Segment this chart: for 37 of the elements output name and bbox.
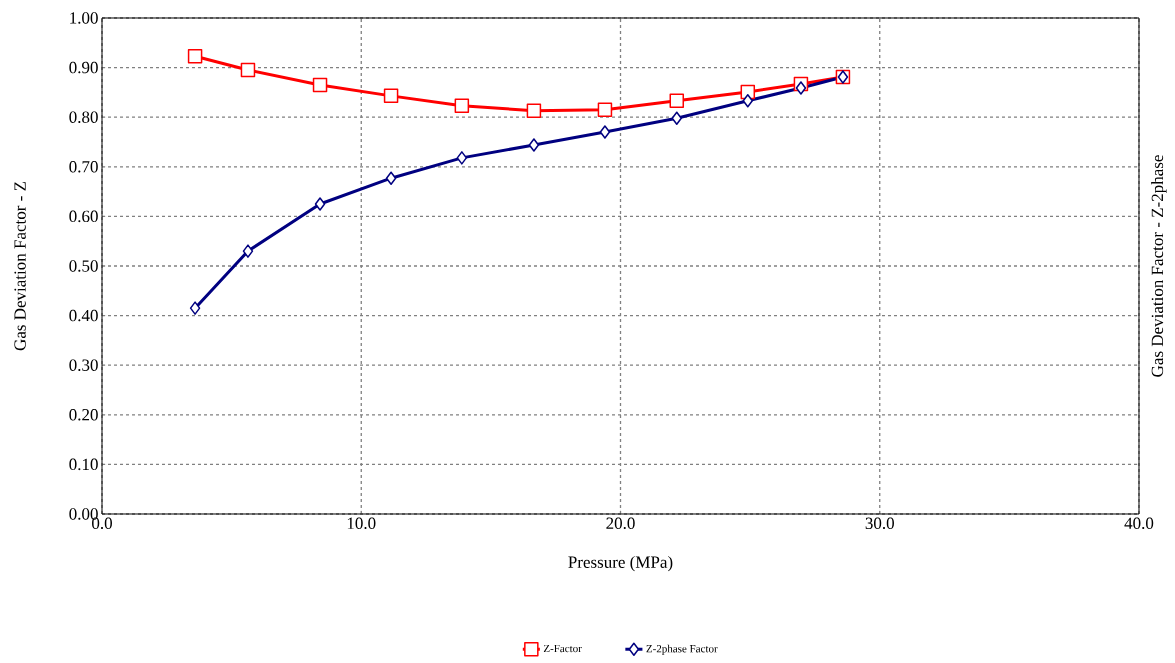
legend-label: Z-Factor <box>543 644 582 653</box>
x-tick-label: 40.0 <box>1124 517 1154 530</box>
legend-label: Z-2phase Factor <box>646 644 718 655</box>
y-axis-title: Gas Deviation Factor - Z <box>14 181 26 351</box>
y-tick-label: 0.10 <box>69 458 98 471</box>
y-tick-label: 0.30 <box>69 359 98 371</box>
point <box>385 171 397 185</box>
point <box>187 48 203 64</box>
x-tick-label: 10.0 <box>347 517 376 530</box>
y-tick-label: 0.50 <box>69 260 98 272</box>
point <box>383 88 399 104</box>
x-tick-label: 30.0 <box>865 517 894 530</box>
point <box>795 81 807 95</box>
point <box>669 93 685 109</box>
point <box>597 102 613 117</box>
point <box>456 151 468 165</box>
point <box>240 62 256 78</box>
point <box>599 125 611 139</box>
x-axis-title: Pressure (MPa) <box>568 555 673 572</box>
y-tick-label: 0.90 <box>69 61 98 74</box>
y2-axis-title: Gas Deviation Factor - Z-2phase <box>1151 155 1167 377</box>
point <box>314 197 326 211</box>
point <box>454 98 470 114</box>
point <box>528 138 540 152</box>
y-tick-label: 0.40 <box>69 309 98 322</box>
y-tick-label: 0.60 <box>69 210 98 223</box>
point <box>242 244 254 258</box>
y-tick-label: 0.80 <box>69 111 98 123</box>
point <box>189 301 201 315</box>
point <box>312 77 328 93</box>
point <box>526 103 542 118</box>
x-tick-label: 20.0 <box>606 517 635 530</box>
y-tick-label: 0.20 <box>69 409 98 421</box>
point <box>671 111 682 125</box>
y-tick-label: 1.00 <box>70 12 98 24</box>
point <box>742 94 754 108</box>
y-tick-label: 0.70 <box>69 161 98 173</box>
